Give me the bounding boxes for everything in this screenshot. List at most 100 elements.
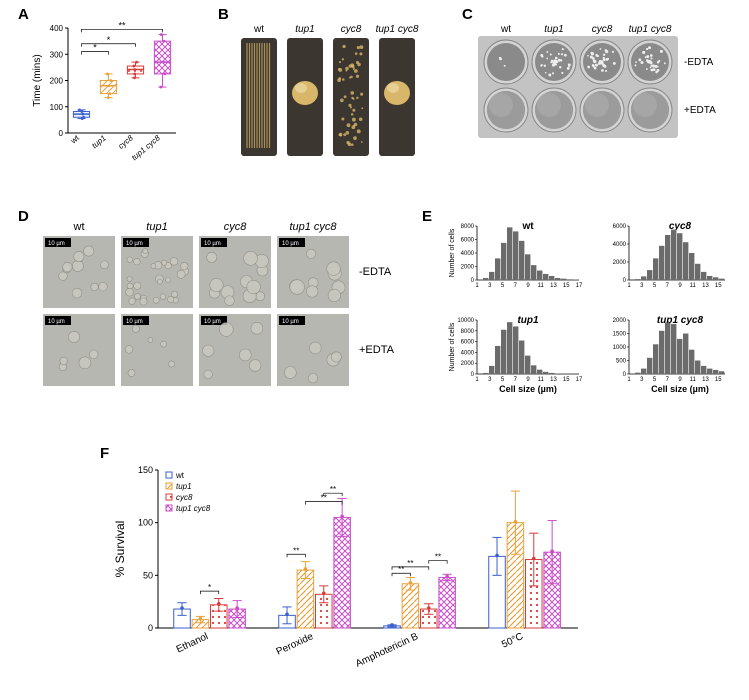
svg-text:tup1 cyc8: tup1 cyc8 <box>289 221 337 233</box>
svg-text:wt: wt <box>175 471 185 480</box>
svg-text:+EDTA: +EDTA <box>684 105 716 116</box>
svg-text:3: 3 <box>488 377 492 383</box>
svg-text:1500: 1500 <box>613 332 627 338</box>
svg-text:5: 5 <box>653 283 657 289</box>
svg-text:cyc8: cyc8 <box>116 133 135 151</box>
svg-text:wt: wt <box>521 221 534 232</box>
svg-text:tup1: tup1 <box>544 24 563 35</box>
panel-b-tubes: wt tup1 cyc8 tup1 cyc8 <box>235 20 425 165</box>
svg-text:*: * <box>93 43 97 53</box>
svg-text:7: 7 <box>514 377 518 383</box>
svg-text:-EDTA: -EDTA <box>684 57 714 68</box>
svg-text:Cell size (µm): Cell size (µm) <box>499 384 557 394</box>
svg-text:tup1: tup1 <box>146 221 167 233</box>
svg-text:10 µm: 10 µm <box>282 241 299 247</box>
panel-d-label: D <box>18 208 29 225</box>
svg-text:**: ** <box>407 559 413 568</box>
svg-text:15: 15 <box>563 377 570 383</box>
svg-text:tup1 cyc8: tup1 cyc8 <box>376 24 419 35</box>
svg-text:8000: 8000 <box>461 224 475 230</box>
svg-text:Cell size (µm): Cell size (µm) <box>651 384 709 394</box>
svg-text:400: 400 <box>50 24 64 33</box>
svg-text:11: 11 <box>538 283 545 289</box>
svg-text:*: * <box>208 583 211 592</box>
svg-text:2000: 2000 <box>461 265 475 271</box>
svg-text:1: 1 <box>627 283 631 289</box>
svg-text:15: 15 <box>715 377 722 383</box>
svg-text:-EDTA: -EDTA <box>359 266 392 278</box>
svg-text:50°C: 50°C <box>500 631 525 650</box>
svg-text:10 µm: 10 µm <box>126 241 143 247</box>
svg-text:cyc8: cyc8 <box>341 24 362 35</box>
svg-text:5: 5 <box>501 283 505 289</box>
svg-text:11: 11 <box>690 377 697 383</box>
svg-text:Peroxide: Peroxide <box>275 631 316 658</box>
svg-text:9: 9 <box>526 377 530 383</box>
svg-text:1: 1 <box>627 377 631 383</box>
svg-text:13: 13 <box>702 377 709 383</box>
svg-text:**: ** <box>330 485 336 494</box>
svg-text:tup1 cyc8: tup1 cyc8 <box>657 315 704 326</box>
svg-text:wt: wt <box>253 24 264 35</box>
panel-e-histograms: wt020004000600080001357911131517Number o… <box>425 218 725 413</box>
svg-text:10 µm: 10 µm <box>126 319 143 325</box>
svg-text:10 µm: 10 µm <box>48 319 65 325</box>
svg-text:50: 50 <box>143 570 153 580</box>
svg-text:7: 7 <box>666 283 670 289</box>
svg-text:15: 15 <box>563 283 570 289</box>
svg-text:2000: 2000 <box>613 260 627 266</box>
svg-text:% Survival: % Survival <box>113 521 127 578</box>
svg-text:2000: 2000 <box>613 318 627 324</box>
svg-text:tup1 cyc8: tup1 cyc8 <box>130 133 162 162</box>
svg-text:10 µm: 10 µm <box>48 241 65 247</box>
svg-text:150: 150 <box>138 465 153 475</box>
svg-text:10 µm: 10 µm <box>204 241 221 247</box>
panel-c-label: C <box>462 6 473 23</box>
svg-text:0: 0 <box>623 278 627 284</box>
svg-text:13: 13 <box>550 377 557 383</box>
svg-text:**: ** <box>435 553 441 562</box>
svg-text:100: 100 <box>138 518 153 528</box>
svg-text:5: 5 <box>653 377 657 383</box>
panel-a-label: A <box>18 6 29 23</box>
svg-text:Amphotericin B: Amphotericin B <box>354 631 420 670</box>
svg-text:0: 0 <box>148 623 153 633</box>
svg-text:tup1: tup1 <box>295 24 314 35</box>
svg-text:13: 13 <box>702 283 709 289</box>
svg-text:10 µm: 10 µm <box>204 319 221 325</box>
svg-text:4000: 4000 <box>461 350 475 356</box>
svg-text:cyc8: cyc8 <box>592 24 613 35</box>
svg-text:10 µm: 10 µm <box>282 319 299 325</box>
svg-text:6000: 6000 <box>461 238 475 244</box>
svg-text:tup1 cyc8: tup1 cyc8 <box>629 24 672 35</box>
svg-text:0: 0 <box>59 129 64 138</box>
svg-text:0: 0 <box>471 372 475 378</box>
svg-text:0: 0 <box>471 278 475 284</box>
svg-text:tup1 cyc8: tup1 cyc8 <box>176 504 211 513</box>
svg-text:300: 300 <box>50 50 64 59</box>
svg-text:10000: 10000 <box>457 318 474 324</box>
svg-text:8000: 8000 <box>461 329 475 335</box>
svg-text:1000: 1000 <box>613 345 627 351</box>
svg-text:3: 3 <box>640 377 644 383</box>
panel-b-label: B <box>218 6 229 23</box>
svg-text:17: 17 <box>576 283 583 289</box>
svg-text:cyc8: cyc8 <box>176 493 193 502</box>
svg-text:7: 7 <box>514 283 518 289</box>
svg-text:wt: wt <box>68 133 81 146</box>
svg-text:1: 1 <box>475 377 479 383</box>
svg-text:Ethanol: Ethanol <box>175 631 210 655</box>
svg-text:4000: 4000 <box>461 251 475 257</box>
svg-text:11: 11 <box>690 283 697 289</box>
svg-text:1: 1 <box>475 283 479 289</box>
svg-text:wt: wt <box>500 24 511 35</box>
svg-text:9: 9 <box>678 377 682 383</box>
svg-text:500: 500 <box>616 359 627 365</box>
svg-text:Number of cells: Number of cells <box>449 228 456 277</box>
svg-text:6000: 6000 <box>461 340 475 346</box>
svg-text:3: 3 <box>640 283 644 289</box>
panel-d-micrographs: wttup1cyc8tup1 cyc8-EDTA10 µm10 µm10 µm1… <box>35 218 405 403</box>
svg-text:9: 9 <box>526 283 530 289</box>
panel-f-barchart: 0 50 100 150 % Survival Ethanol Peroxide Amphot… <box>108 458 588 683</box>
svg-text:cyc8: cyc8 <box>224 221 248 233</box>
